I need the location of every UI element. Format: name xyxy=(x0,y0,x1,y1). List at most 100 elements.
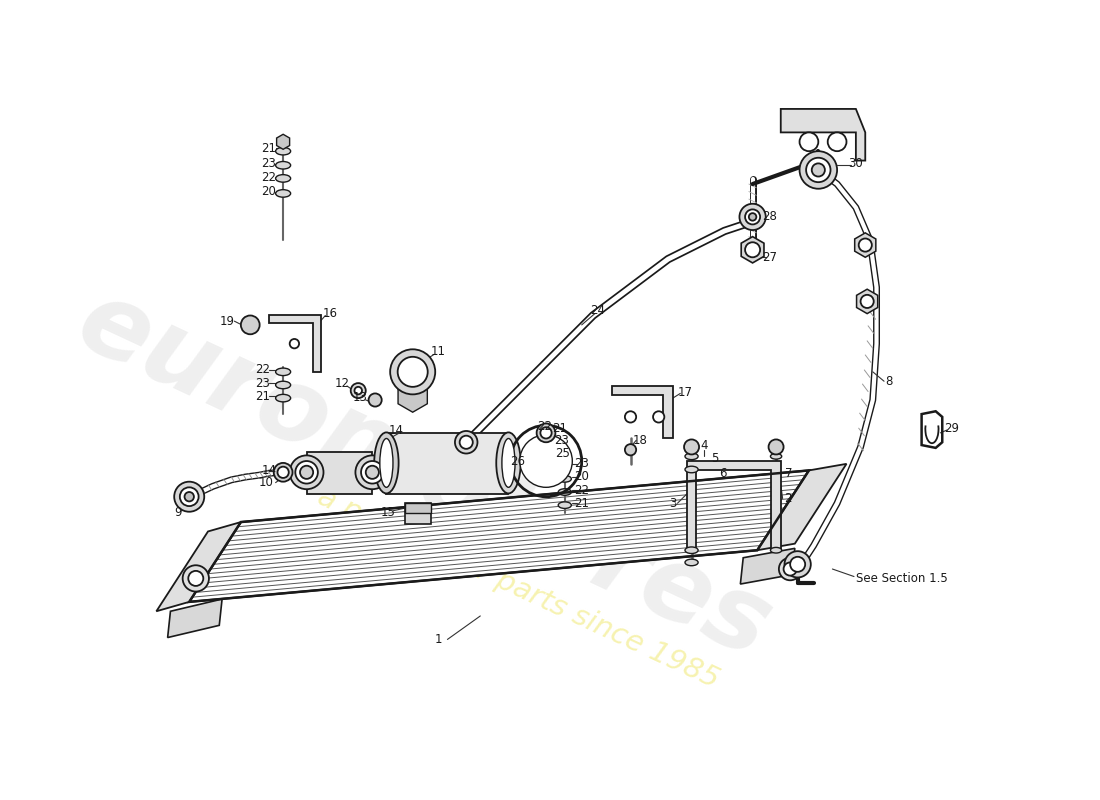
Circle shape xyxy=(745,210,760,225)
Text: euromotores: euromotores xyxy=(62,270,786,680)
Text: 23: 23 xyxy=(262,157,276,170)
Text: 23: 23 xyxy=(554,434,570,447)
Polygon shape xyxy=(398,378,427,412)
Text: 11: 11 xyxy=(430,345,446,358)
Circle shape xyxy=(289,455,323,489)
Text: 19: 19 xyxy=(219,314,234,328)
Text: 21: 21 xyxy=(255,390,270,402)
Text: 22: 22 xyxy=(255,363,270,377)
Text: See Section 1.5: See Section 1.5 xyxy=(856,572,947,585)
Circle shape xyxy=(800,133,818,151)
Text: 17: 17 xyxy=(678,386,693,399)
Circle shape xyxy=(365,466,378,479)
Circle shape xyxy=(537,423,556,442)
Text: 21: 21 xyxy=(574,497,590,510)
Polygon shape xyxy=(612,386,673,438)
Text: 1: 1 xyxy=(434,633,442,646)
Circle shape xyxy=(769,439,783,454)
Polygon shape xyxy=(270,315,321,372)
Circle shape xyxy=(739,204,766,230)
Text: 18: 18 xyxy=(632,434,648,447)
Ellipse shape xyxy=(276,368,290,375)
Text: 14: 14 xyxy=(388,423,404,437)
Circle shape xyxy=(455,431,477,454)
Ellipse shape xyxy=(496,432,520,494)
Polygon shape xyxy=(156,522,241,611)
Circle shape xyxy=(174,482,205,512)
Text: 26: 26 xyxy=(510,454,526,467)
Bar xyxy=(405,503,431,524)
Text: a passion for parts since 1985: a passion for parts since 1985 xyxy=(312,482,723,694)
Circle shape xyxy=(684,439,700,454)
Circle shape xyxy=(784,551,811,578)
Bar xyxy=(307,452,372,494)
Polygon shape xyxy=(167,599,222,638)
Polygon shape xyxy=(276,134,289,150)
Polygon shape xyxy=(855,233,876,258)
Text: 22: 22 xyxy=(574,484,590,497)
Text: 28: 28 xyxy=(762,210,777,223)
Ellipse shape xyxy=(685,466,698,473)
Ellipse shape xyxy=(502,438,515,487)
Circle shape xyxy=(749,213,757,221)
Ellipse shape xyxy=(685,559,698,566)
Polygon shape xyxy=(686,461,781,550)
Ellipse shape xyxy=(685,453,698,460)
Text: 25: 25 xyxy=(556,447,571,460)
Circle shape xyxy=(779,558,802,580)
Text: 6: 6 xyxy=(718,466,726,480)
Ellipse shape xyxy=(770,454,782,459)
Circle shape xyxy=(390,350,436,394)
Circle shape xyxy=(289,339,299,348)
Text: 2: 2 xyxy=(784,492,792,505)
Polygon shape xyxy=(757,464,847,550)
Circle shape xyxy=(398,357,428,387)
Text: 21: 21 xyxy=(552,422,568,434)
Ellipse shape xyxy=(379,438,393,487)
Circle shape xyxy=(368,394,382,406)
Circle shape xyxy=(540,427,552,438)
Circle shape xyxy=(241,315,260,334)
Text: 4: 4 xyxy=(700,438,707,451)
Ellipse shape xyxy=(558,502,571,509)
Text: 22: 22 xyxy=(537,420,551,433)
Circle shape xyxy=(355,455,389,489)
Text: 3: 3 xyxy=(669,497,676,510)
Ellipse shape xyxy=(276,162,290,169)
Polygon shape xyxy=(781,109,866,161)
Ellipse shape xyxy=(685,547,698,554)
Bar xyxy=(386,433,508,494)
Text: 20: 20 xyxy=(574,470,590,483)
Text: 21: 21 xyxy=(262,142,276,155)
Text: 9: 9 xyxy=(174,506,182,519)
Circle shape xyxy=(519,434,572,487)
Circle shape xyxy=(351,383,365,398)
Ellipse shape xyxy=(276,382,290,389)
Text: 27: 27 xyxy=(762,250,777,264)
Circle shape xyxy=(183,566,209,591)
Ellipse shape xyxy=(276,190,290,197)
Circle shape xyxy=(274,463,293,482)
Circle shape xyxy=(300,466,313,479)
Text: 23: 23 xyxy=(255,377,270,390)
Circle shape xyxy=(625,411,636,422)
Text: 15: 15 xyxy=(381,506,396,519)
Circle shape xyxy=(625,444,636,455)
Ellipse shape xyxy=(558,489,571,495)
Circle shape xyxy=(188,571,204,586)
Circle shape xyxy=(185,492,194,502)
Text: 30: 30 xyxy=(848,157,864,170)
Polygon shape xyxy=(189,470,808,602)
Circle shape xyxy=(860,295,873,308)
Circle shape xyxy=(800,151,837,189)
Ellipse shape xyxy=(374,432,398,494)
Ellipse shape xyxy=(558,462,571,469)
Text: 10: 10 xyxy=(258,476,274,489)
Text: 13: 13 xyxy=(353,390,367,404)
Text: 29: 29 xyxy=(944,422,959,434)
Text: 14: 14 xyxy=(262,464,276,477)
Circle shape xyxy=(859,238,872,252)
Text: 22: 22 xyxy=(262,171,276,184)
Text: 7: 7 xyxy=(784,466,792,480)
Circle shape xyxy=(653,411,664,422)
